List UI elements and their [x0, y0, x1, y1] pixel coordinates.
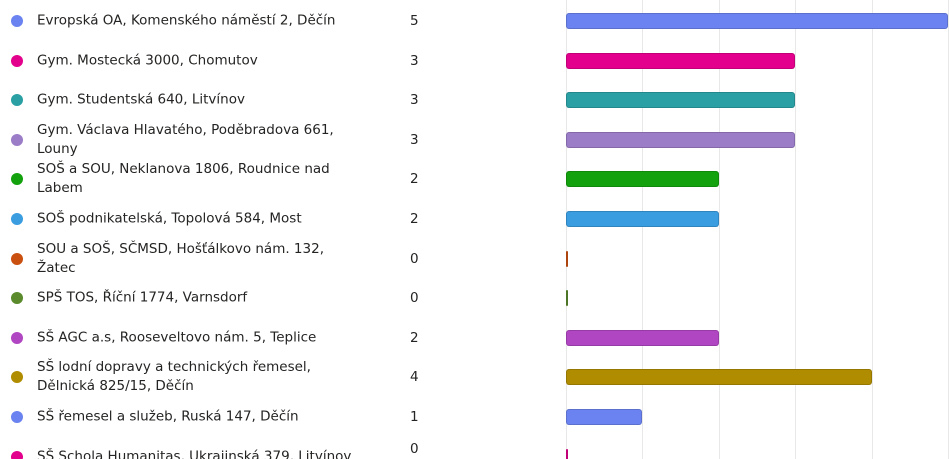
bar	[566, 131, 796, 148]
legend-dot	[11, 133, 23, 146]
grid-line	[642, 0, 644, 459]
grid-line	[871, 0, 873, 459]
bar	[566, 13, 948, 29]
category-label: SPŠ TOS, Říční 1774, Varnsdorf	[37, 289, 248, 306]
legend-dot	[11, 331, 23, 344]
grid-line	[566, 0, 567, 459]
category-label: SŠ řemesel a služeb, Ruská 147, Děčín	[37, 408, 299, 425]
legend-dot	[11, 173, 23, 186]
bar	[566, 329, 719, 346]
category-label: SOŠ podnikatelská, Topolová 584, Most	[37, 210, 302, 227]
bar	[566, 448, 568, 459]
bar	[566, 290, 568, 307]
legend-dot	[11, 15, 23, 27]
legend-dot	[11, 54, 23, 67]
bar	[566, 171, 719, 188]
category-label: SOU a SOŠ, SČMSD, Hošťálkovo nám. 132, Ž…	[37, 240, 324, 276]
value-label: 3	[410, 131, 419, 148]
category-label: SŠ Schola Humanitas, Ukrajinská 379, Lit…	[37, 448, 352, 459]
bar	[566, 211, 719, 227]
legend-dot	[11, 94, 23, 107]
value-label: 0	[410, 250, 419, 267]
category-label: Evropská OA, Komenského náměstí 2, Děčín	[37, 12, 336, 29]
value-label: 2	[410, 329, 419, 346]
category-label: SŠ AGC a.s, Rooseveltovo nám. 5, Teplice	[37, 329, 317, 346]
value-label: 0	[410, 290, 419, 307]
legend-dot	[11, 371, 23, 384]
value-label: 3	[410, 92, 419, 109]
category-label: SŠ lodní dopravy a technických řemesel, …	[37, 359, 311, 395]
value-label: 5	[410, 13, 419, 29]
bar	[566, 52, 796, 69]
legend-dot	[11, 450, 23, 459]
grid-line	[718, 0, 720, 459]
legend-dot	[11, 292, 23, 305]
bar	[566, 409, 643, 425]
value-label: 0	[410, 440, 419, 457]
value-label: 4	[410, 369, 419, 386]
grid-line	[795, 0, 797, 459]
bar	[566, 92, 796, 109]
category-label: Gym. Václava Hlavatého, Poděbradova 661,…	[37, 121, 334, 157]
category-label: Gym. Mostecká 3000, Chomutov	[37, 52, 258, 69]
value-label: 3	[410, 52, 419, 69]
category-label: SOŠ a SOU, Neklanova 1806, Roudnice nad …	[37, 161, 330, 197]
value-label: 1	[410, 409, 419, 425]
value-label: 2	[410, 171, 419, 188]
bar	[566, 250, 568, 267]
bar	[566, 369, 872, 386]
value-label: 2	[410, 211, 419, 227]
legend-dot	[11, 252, 23, 265]
category-label: Gym. Studentská 640, Litvínov	[37, 91, 245, 108]
legend-dot	[11, 411, 23, 423]
legend-dot	[11, 213, 23, 225]
